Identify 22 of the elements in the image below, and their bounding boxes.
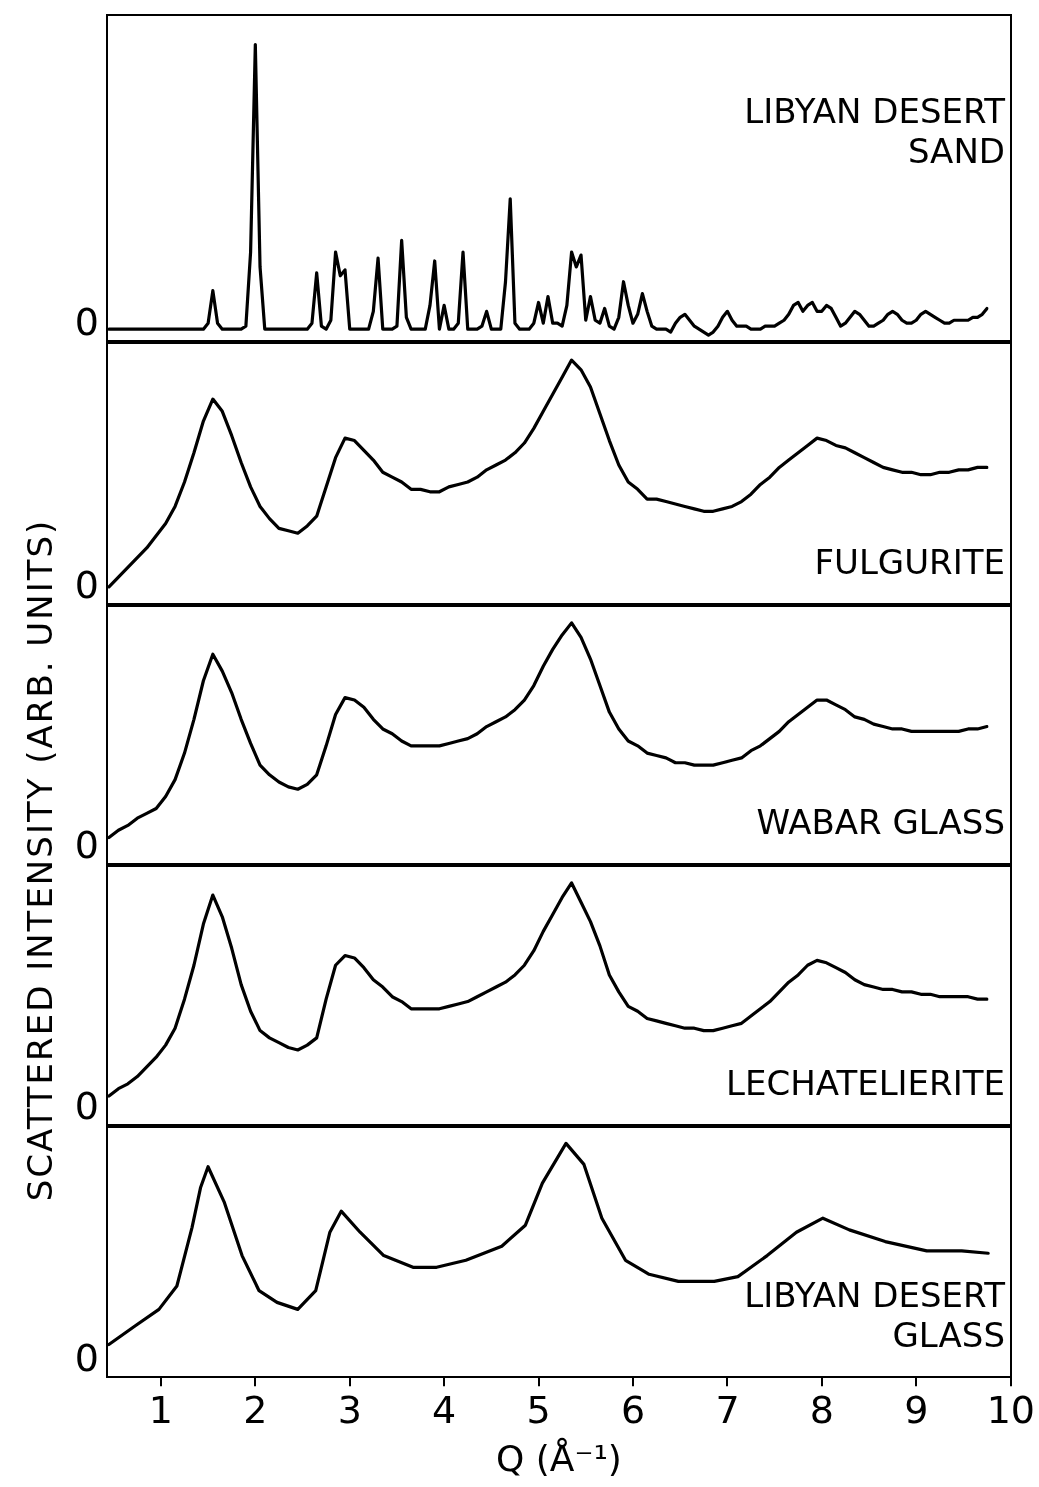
x-tick-label: 10 xyxy=(986,1387,1035,1432)
text: 0 xyxy=(74,1083,99,1128)
x-tick-label: 8 xyxy=(809,1387,835,1432)
text: 0 xyxy=(74,299,99,344)
y-axis-title: SCATTERED INTENSITY (ARB. UNITS) xyxy=(20,518,60,1202)
x-tick-label: 3 xyxy=(337,1387,362,1432)
series-label: LIBYAN DESERT GLASS xyxy=(744,1275,1006,1356)
text: 0 xyxy=(74,562,99,607)
text: FULGURITE xyxy=(814,542,1005,582)
series-label: WABAR GLASS xyxy=(756,802,1005,842)
series-label: LECHATELIERITE xyxy=(726,1063,1005,1103)
x-tick-label: 5 xyxy=(526,1387,551,1432)
text: LIBYAN DESERT SAND xyxy=(744,90,1006,171)
text: 0 xyxy=(74,822,99,867)
x-tick-label: 4 xyxy=(432,1387,457,1432)
x-axis-title: Q (Å⁻¹) xyxy=(495,1436,622,1479)
x-tick-label: 9 xyxy=(904,1387,929,1432)
x-tick-label: 7 xyxy=(715,1387,740,1432)
text: 0 xyxy=(74,1336,99,1381)
x-tick-label: 2 xyxy=(243,1387,268,1432)
x-tick-label: 6 xyxy=(620,1387,646,1432)
x-tick-label: 1 xyxy=(148,1387,173,1432)
